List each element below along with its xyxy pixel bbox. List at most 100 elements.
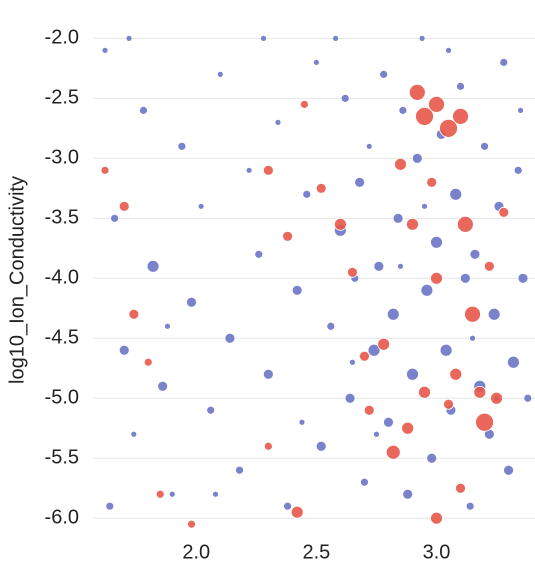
- point: [513, 165, 523, 175]
- point: [411, 152, 423, 164]
- point: [254, 249, 264, 259]
- x-tick-label: 2.0: [182, 541, 210, 563]
- point: [373, 260, 385, 272]
- y-axis-label: log10_Ion_Conductivity: [6, 176, 28, 384]
- point: [157, 380, 169, 392]
- point: [503, 464, 514, 476]
- point: [490, 391, 503, 405]
- point: [373, 430, 380, 438]
- point: [263, 441, 273, 451]
- point: [139, 105, 148, 115]
- point: [299, 99, 309, 109]
- point: [216, 70, 224, 78]
- x-tick-label: 3.0: [423, 541, 451, 563]
- point: [426, 176, 438, 188]
- point: [302, 189, 312, 199]
- point: [456, 81, 465, 91]
- point: [408, 83, 426, 101]
- point: [398, 105, 408, 115]
- point: [168, 490, 176, 498]
- point: [197, 202, 205, 210]
- point: [177, 141, 187, 151]
- point: [101, 46, 109, 54]
- point: [262, 164, 274, 176]
- point: [349, 358, 356, 366]
- point: [459, 272, 471, 284]
- point: [445, 46, 452, 54]
- point: [164, 322, 171, 330]
- point: [290, 505, 304, 519]
- point: [498, 206, 510, 218]
- point: [428, 95, 445, 113]
- point: [443, 398, 454, 410]
- point: [439, 343, 453, 357]
- point: [105, 501, 115, 511]
- point: [418, 34, 426, 42]
- point: [235, 465, 244, 475]
- point: [455, 482, 466, 494]
- point: [506, 355, 520, 369]
- point: [347, 266, 358, 278]
- point: [100, 165, 110, 175]
- point: [483, 260, 495, 272]
- point: [262, 368, 274, 380]
- point: [377, 337, 391, 351]
- point: [298, 418, 306, 426]
- point: [397, 262, 404, 270]
- y-tick-label: -4.5: [45, 327, 79, 349]
- point: [421, 202, 428, 210]
- point: [426, 452, 438, 464]
- point: [291, 284, 303, 296]
- point: [452, 107, 469, 125]
- point: [523, 393, 533, 403]
- point: [379, 69, 389, 79]
- point: [128, 308, 140, 320]
- point: [386, 307, 400, 321]
- point: [430, 235, 443, 249]
- point: [415, 106, 434, 126]
- y-tick-label: -6.0: [45, 506, 79, 528]
- point: [110, 213, 120, 223]
- point: [315, 182, 327, 194]
- y-tick-label: -4.0: [45, 267, 79, 289]
- point: [475, 412, 494, 432]
- point: [146, 259, 160, 273]
- y-tick-label: -3.5: [45, 207, 79, 229]
- point: [365, 142, 373, 150]
- point: [456, 215, 474, 233]
- point: [469, 334, 476, 342]
- point: [360, 477, 369, 487]
- x-tick-label: 2.5: [302, 541, 330, 563]
- point: [517, 106, 524, 114]
- point: [334, 217, 347, 231]
- point: [332, 34, 340, 42]
- point: [406, 367, 419, 381]
- point: [344, 392, 356, 404]
- point: [359, 350, 370, 362]
- point: [130, 430, 138, 438]
- point: [363, 404, 375, 416]
- point: [480, 141, 489, 151]
- point: [392, 212, 404, 224]
- point: [449, 367, 463, 381]
- point: [394, 157, 407, 171]
- point: [420, 283, 434, 297]
- point: [283, 501, 292, 511]
- point: [406, 217, 419, 231]
- point: [430, 271, 443, 285]
- point: [282, 230, 293, 242]
- point: [125, 34, 133, 42]
- point: [473, 385, 487, 399]
- point: [439, 118, 458, 138]
- point: [186, 296, 197, 308]
- point: [155, 489, 165, 499]
- point: [469, 248, 481, 260]
- point: [187, 519, 196, 529]
- point: [418, 385, 431, 399]
- point: [313, 58, 320, 66]
- y-tick-label: -2.0: [45, 27, 79, 49]
- y-tick-label: -2.5: [45, 87, 79, 109]
- grid: [93, 37, 535, 519]
- point: [401, 421, 415, 435]
